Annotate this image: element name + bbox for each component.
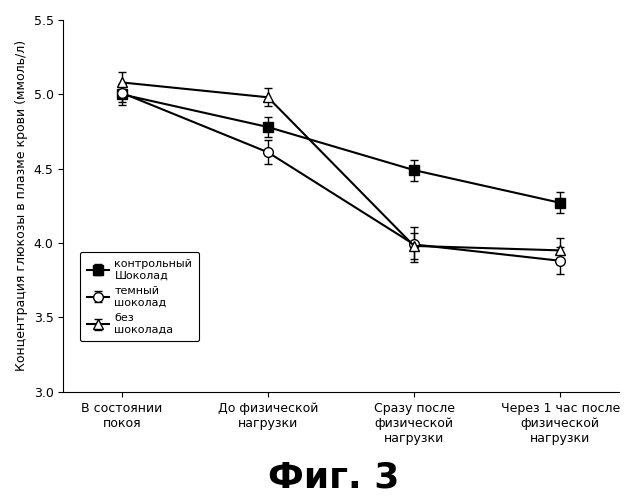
Legend: контрольный
Шоколад, темный
шоколад, без
шоколада: контрольный Шоколад, темный шоколад, без… xyxy=(80,252,199,342)
Y-axis label: Концентрация глюкозы в плазме крови (ммоль/л): Концентрация глюкозы в плазме крови (ммо… xyxy=(15,40,28,372)
Text: Фиг. 3: Фиг. 3 xyxy=(268,461,399,495)
